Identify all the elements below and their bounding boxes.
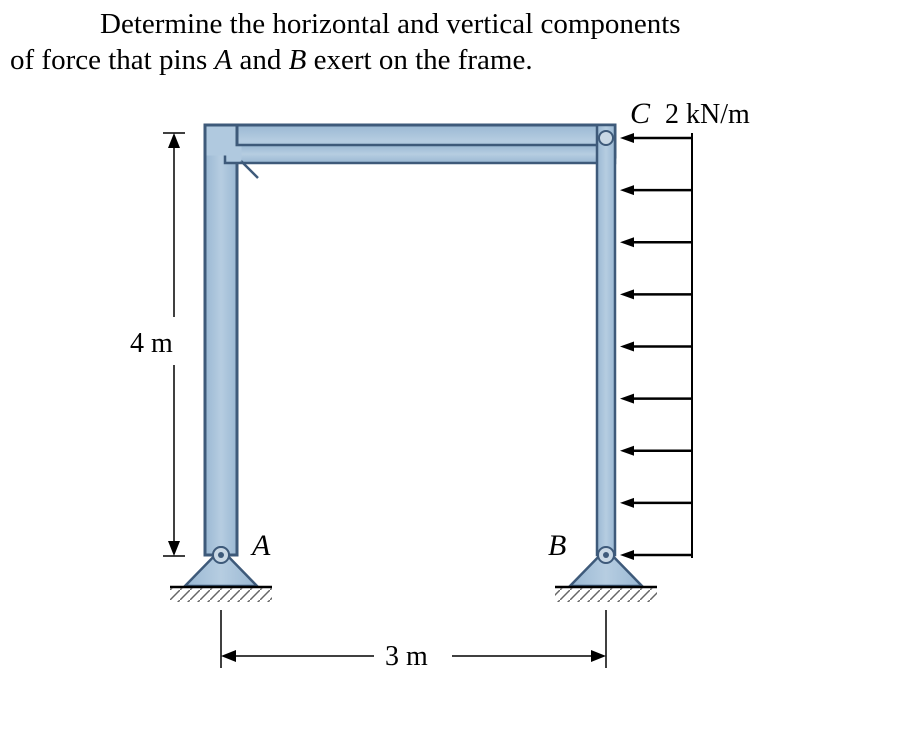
dim-w-arrow-l	[221, 650, 236, 662]
text-line2-mid: and	[232, 44, 288, 76]
dimension-width: 3 m	[221, 610, 606, 672]
dim-h-arrow-bot	[168, 541, 180, 556]
problem-statement: Determine the horizontal and vertical co…	[10, 6, 900, 79]
frame-structure	[205, 125, 615, 555]
left-column-outer	[205, 125, 237, 555]
load-arrow-head	[620, 550, 634, 560]
pin-b-dot	[603, 552, 609, 558]
load-arrow-head	[620, 237, 634, 247]
dim-h-arrow-top	[168, 133, 180, 148]
load-arrow-head	[620, 394, 634, 404]
load-arrow-head	[620, 498, 634, 508]
ground-hatch-a	[170, 588, 272, 602]
dim-w-arrow-r	[591, 650, 606, 662]
text-line2-prefix: of force that pins	[10, 44, 215, 76]
frame-diagram: C 2 kN/m A B 4 m 3 m	[0, 90, 913, 746]
load-arrow-head	[620, 342, 634, 352]
pin-B-text: B	[289, 44, 307, 76]
label-b: B	[548, 529, 566, 562]
load-arrows	[620, 133, 692, 560]
load-arrow-head	[620, 185, 634, 195]
label-load: 2 kN/m	[665, 99, 750, 130]
corner-fill-inner	[227, 147, 242, 162]
load-arrow-head	[620, 133, 634, 143]
dimension-height: 4 m	[130, 133, 185, 556]
top-beam-inner	[225, 145, 615, 163]
right-column	[597, 125, 615, 555]
load-arrow-head	[620, 289, 634, 299]
pin-c-circle	[599, 131, 613, 145]
distributed-load	[620, 133, 692, 560]
label-c: C	[630, 97, 651, 130]
pin-a-dot	[218, 552, 224, 558]
label-width: 3 m	[385, 641, 428, 672]
text-line2-suffix: exert on the frame.	[306, 44, 532, 76]
label-height: 4 m	[130, 328, 173, 359]
label-a: A	[250, 529, 271, 562]
load-arrow-head	[620, 446, 634, 456]
text-line1: Determine the horizontal and vertical co…	[100, 8, 681, 40]
diagram-container: C 2 kN/m A B 4 m 3 m	[0, 90, 913, 746]
ground-hatch-b	[555, 588, 657, 602]
pin-A-text: A	[215, 44, 233, 76]
